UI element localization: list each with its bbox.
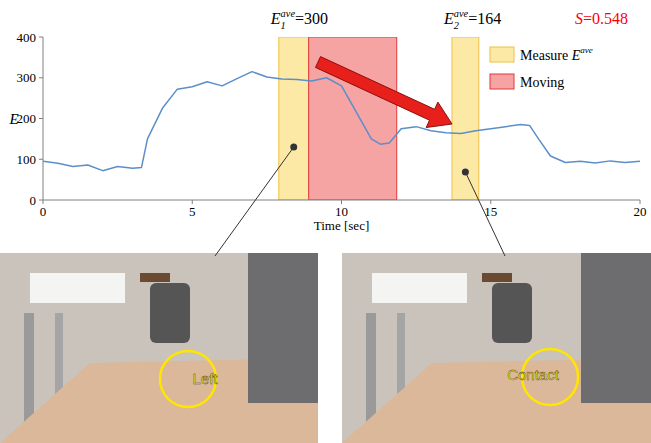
text-part: S	[575, 10, 583, 27]
y-tick	[39, 200, 43, 201]
photo-bg	[342, 253, 651, 443]
y-tick	[39, 77, 43, 78]
foam	[372, 273, 467, 303]
text-part: E	[270, 10, 281, 27]
y-tick-label: 400	[17, 30, 37, 45]
legend: Measure Eave Moving	[484, 40, 634, 96]
photo-label: Left	[192, 370, 218, 387]
x-tick-label: 10	[335, 204, 348, 219]
legend-swatch	[490, 74, 514, 89]
y-tick-label: 300	[17, 70, 37, 85]
region	[279, 37, 309, 200]
y-tick-label: 0	[30, 193, 37, 208]
rich-text: E1ave=300	[270, 8, 328, 31]
figure: 010020030040005101520Time [sec]EE1ave=30…	[0, 0, 651, 443]
text-part: =300	[295, 10, 328, 27]
y-axis-title: E	[8, 111, 18, 127]
text-part: ave	[454, 8, 469, 19]
text-part: 1	[281, 20, 286, 31]
text-part: Measure	[520, 48, 572, 63]
text-part: 2	[454, 20, 459, 31]
y-tick	[39, 118, 43, 119]
text-part: =0.548	[583, 10, 628, 27]
legend-label: Moving	[520, 75, 564, 90]
y-tick-label: 100	[17, 152, 37, 167]
foam	[30, 273, 125, 303]
series-line	[43, 72, 640, 171]
lines	[43, 72, 640, 171]
y-tick	[39, 37, 43, 38]
arrow	[316, 57, 453, 128]
text-part: Moving	[520, 75, 564, 90]
region	[452, 37, 479, 200]
y-tick	[39, 159, 43, 160]
photo: Left	[0, 253, 318, 443]
leader-line	[215, 147, 294, 256]
leader-dot	[290, 144, 297, 151]
photo: Contact	[342, 253, 651, 443]
hammer	[482, 273, 512, 282]
photo-label: Contact	[507, 366, 560, 383]
rich-text: E2ave=164	[443, 8, 501, 31]
x-tick-label: 20	[634, 204, 647, 219]
y-tick-label: 200	[17, 111, 37, 126]
regions	[279, 37, 479, 200]
hand	[492, 283, 532, 343]
text-part: =164	[468, 10, 501, 27]
photo-bg	[0, 253, 318, 443]
hand	[150, 283, 190, 343]
x-tick-label: 0	[40, 204, 47, 219]
score-text: S=0.548	[575, 10, 628, 27]
x-tick-label: 5	[189, 204, 196, 219]
hammer	[140, 273, 170, 282]
text-part: ave	[580, 45, 593, 55]
legend-bg	[484, 40, 634, 96]
robot	[248, 253, 318, 403]
legend-swatch	[490, 47, 514, 62]
leader-line	[465, 172, 505, 256]
legend-label: Measure Eave	[520, 45, 593, 62]
x-axis-title: Time [sec]	[314, 218, 370, 233]
text-part: ave	[281, 8, 296, 19]
leader-dot	[462, 169, 469, 176]
robot	[581, 253, 651, 403]
text-part: E	[443, 10, 454, 27]
text-part: E	[571, 48, 581, 63]
